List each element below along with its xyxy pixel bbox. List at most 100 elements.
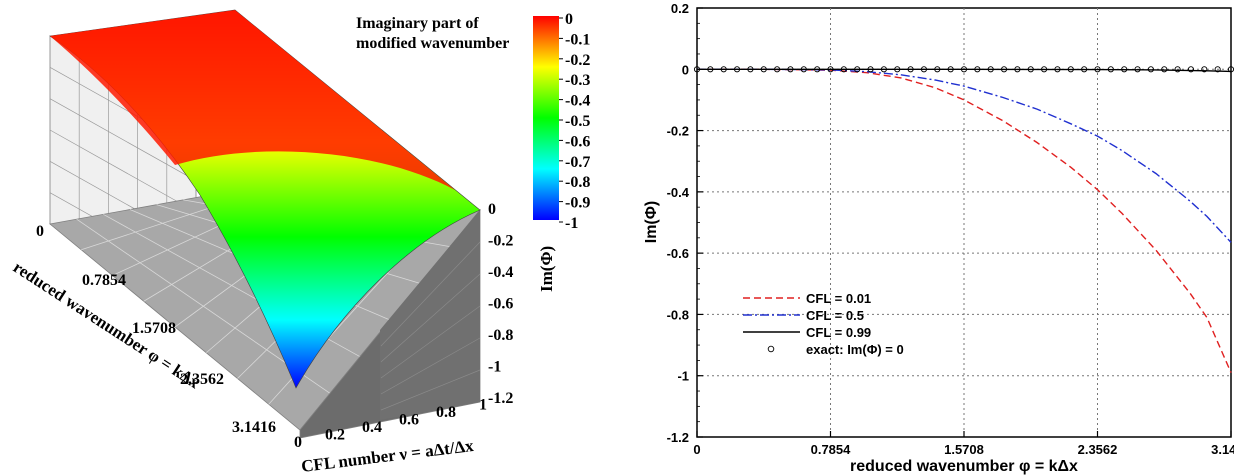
- y-tick-label: -1.2: [667, 430, 689, 445]
- right-wall-gridline: [380, 273, 481, 363]
- legend-label: CFL = 0.5: [806, 308, 864, 323]
- right-wall-gridline: [380, 241, 481, 347]
- plot-frame: [696, 7, 1232, 438]
- exact-marker: [987, 66, 994, 73]
- y-tick-label: -0.2: [667, 124, 689, 139]
- exact-marker: [1094, 66, 1101, 73]
- right-wall-gridline: [380, 305, 481, 379]
- exact-marker: [1027, 66, 1034, 73]
- exact-marker: [814, 66, 821, 73]
- z-tick-label: -0.6: [488, 296, 513, 313]
- x-tick-label: 3.1416: [1211, 442, 1234, 457]
- z-tick-label: -0.2: [488, 233, 513, 250]
- colorbar-tick-label: -0.2: [565, 52, 590, 69]
- exact-marker: [1187, 66, 1195, 73]
- exact-marker: [1000, 66, 1008, 73]
- exact-marker: [1161, 66, 1168, 73]
- colorbar-title-line1: Imaginary part of: [356, 15, 479, 32]
- back-wall-gridline: [49, 98, 197, 181]
- colorbar-title-line2: modified wavenumber: [356, 35, 509, 52]
- z-tick-label: -1.2: [488, 390, 513, 407]
- exact-marker: [1214, 66, 1221, 73]
- exact-marker: [1107, 66, 1114, 73]
- colorbar-tick-label: -0.4: [565, 93, 590, 110]
- exact-marker: [1134, 66, 1141, 73]
- series-line: [697, 68, 1232, 373]
- z-tick-label: -0.4: [488, 264, 513, 281]
- y-tick-label: -0.4: [667, 185, 690, 200]
- exact-marker: [1201, 66, 1208, 73]
- exact-marker: [840, 66, 847, 73]
- exact-marker: [854, 66, 861, 73]
- exact-marker: [774, 66, 781, 73]
- z-tick-label: 0: [488, 201, 496, 218]
- phi-tick-label: 1.5708: [132, 320, 176, 337]
- y-tick-label: -0.8: [667, 307, 689, 322]
- exact-marker: [894, 66, 901, 73]
- colorbar-ticks: 0 -0.1 -0.2 -0.3 -0.4 -0.5 -0.6 -0.7 -0.8 -0.9 -1: [559, 11, 590, 232]
- colorbar-tick-label: -1: [565, 215, 578, 232]
- z-tick-label: -1: [488, 359, 501, 376]
- exact-marker: [747, 66, 754, 73]
- exact-marker: [1147, 66, 1154, 73]
- y-tick-label: 0: [682, 62, 689, 77]
- legend-label: CFL = 0.99: [806, 325, 871, 340]
- colorbar-tick-label: -0.6: [565, 133, 590, 150]
- cfl-tick-label: 0: [294, 434, 302, 451]
- y-tick-label: 0.2: [671, 1, 689, 16]
- legend-marker: [767, 345, 775, 353]
- exact-marker: [707, 66, 714, 73]
- x-axis-label: reduced wavenumber φ = kΔx: [850, 458, 1078, 475]
- exact-marker: [920, 66, 928, 73]
- series-lines: [693, 66, 1234, 373]
- phi-tick-label: 0.7854: [82, 272, 126, 289]
- phi-tick-label: 3.1416: [232, 419, 276, 436]
- cfl-tick-label: 0.4: [362, 419, 382, 436]
- exact-marker: [1014, 66, 1021, 73]
- colorbar-tick-label: -0.7: [565, 154, 590, 171]
- exact-marker: [1067, 66, 1074, 73]
- x-tick-label: 1.5708: [944, 442, 984, 457]
- legend: CFL = 0.01 CFL = 0.5 CFL = 0.99 exact: Im(Φ…: [743, 291, 904, 357]
- y-tick-label: -1: [677, 369, 689, 384]
- cfl-tick-label: 0.6: [399, 412, 419, 429]
- exact-marker: [693, 66, 701, 73]
- exact-marker: [800, 66, 807, 73]
- right-wall-gridline: [380, 337, 481, 395]
- exact-marker: [760, 66, 767, 73]
- legend-label: CFL = 0.01: [806, 291, 871, 306]
- exact-marker: [974, 66, 981, 73]
- exact-marker: [733, 66, 741, 73]
- series-line: [697, 68, 1232, 243]
- cfl-tick-label: 1: [479, 397, 487, 414]
- y-axis-label: Im(Φ): [643, 201, 660, 243]
- cfl-axis-ticks: 0 0.2 0.4 0.6 0.8 1: [294, 397, 487, 452]
- surface-top-band: [50, 10, 455, 190]
- exact-marker: [1054, 66, 1061, 73]
- z-axis-label: Im(Φ): [537, 246, 556, 292]
- exact-marker: [827, 66, 834, 73]
- legend-label: exact: Im(Φ) = 0: [806, 342, 904, 357]
- exact-marker: [934, 66, 941, 73]
- exact-marker: [960, 66, 968, 73]
- colorbar: [533, 16, 559, 220]
- exact-marker: [907, 66, 914, 73]
- colorbar-tick-label: -0.5: [565, 113, 590, 130]
- colorbar-tick-label: -0.9: [565, 195, 590, 212]
- exact-marker: [1041, 66, 1048, 73]
- colorbar-tick-label: 0: [565, 11, 573, 28]
- cfl-tick-label: 0.8: [436, 404, 456, 421]
- colorbar-tick-label: -0.1: [565, 31, 590, 48]
- y-axis-ticks: 0.2 0 -0.2 -0.4 -0.6 -0.8 -1 -1.2: [667, 1, 703, 445]
- z-axis-ticks: 0 -0.2 -0.4 -0.6 -0.8 -1 -1.2: [488, 201, 513, 407]
- exact-marker: [1081, 66, 1088, 73]
- exact-marker: [787, 66, 794, 73]
- right-wall-grid: [380, 241, 481, 411]
- colorbar-tick-label: -0.8: [565, 174, 590, 191]
- back-wall-gridline: [49, 129, 197, 213]
- exact-marker: [867, 66, 874, 73]
- phi-tick-label: 0: [36, 223, 44, 240]
- phi-tick-label: 2.3562: [180, 371, 224, 388]
